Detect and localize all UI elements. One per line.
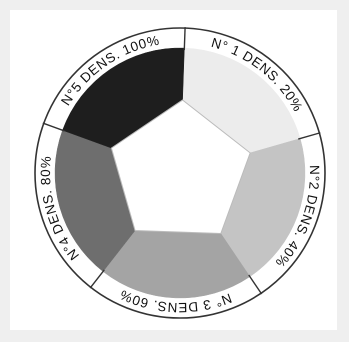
outer-circle: [34, 27, 326, 319]
center-pentagon: [110, 99, 251, 235]
segment-divider-3: [248, 274, 263, 295]
segment-divider-2: [298, 132, 321, 140]
segment-dividers: [42, 27, 321, 295]
segment-divider-1: [183, 27, 186, 51]
segment-divider-4: [89, 269, 105, 289]
segment-divider-5: [42, 122, 65, 132]
